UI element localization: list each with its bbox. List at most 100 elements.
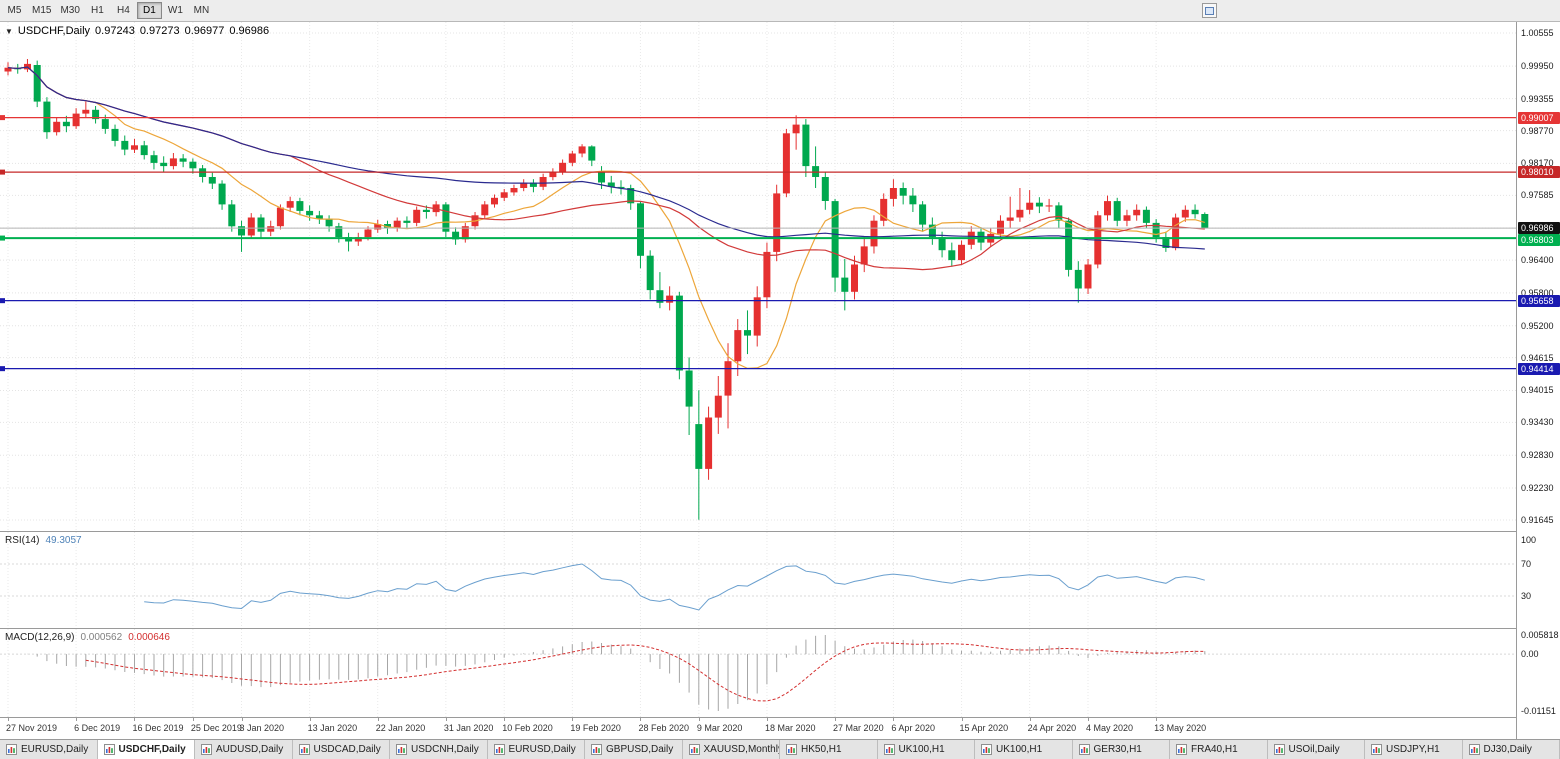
tab-label: FRA40,H1	[1191, 744, 1238, 755]
hline-price-badge[interactable]: 0.96803	[1518, 234, 1560, 247]
symbol-tab-usdjpy-h1[interactable]: USDJPY,H1	[1365, 740, 1463, 759]
symbol-tab-uk100-h1[interactable]: UK100,H1	[877, 740, 975, 759]
date-tick	[8, 718, 9, 721]
macd-axis-tick: 0.00	[1521, 649, 1539, 660]
symbol-tab-gbpusd-daily[interactable]: GBPUSD,Daily	[585, 740, 683, 759]
timeframe-button-w1[interactable]: W1	[167, 5, 183, 16]
rsi-name: RSI(14)	[5, 535, 40, 546]
panel-separator[interactable]	[0, 717, 1560, 718]
price-axis-tick: 0.99355	[1521, 93, 1554, 104]
tab-label: AUDUSD,Daily	[216, 744, 284, 755]
date-axis-label: 16 Dec 2019	[132, 723, 184, 733]
date-axis-label: 18 Mar 2020	[764, 723, 816, 733]
rsi-value: 49.3057	[45, 535, 82, 546]
symbol-tab-dj30-daily[interactable]: DJ30,Daily	[1462, 740, 1560, 759]
high-value: 0.97273	[139, 25, 180, 37]
tab-label: XAUUSD,Monthly	[703, 744, 780, 755]
price-chart[interactable]	[0, 22, 1516, 531]
date-axis-label: 19 Feb 2020	[570, 723, 621, 733]
chart-dropdown-icon[interactable]: ▼	[5, 26, 13, 36]
symbol-tab-usdcnh-daily[interactable]: USDCNH,Daily	[390, 740, 488, 759]
symbol-tab-uk100-h1[interactable]: UK100,H1	[975, 740, 1073, 759]
timeframe-button-mn[interactable]: MN	[193, 5, 210, 16]
tab-label: USDCAD,Daily	[313, 744, 381, 755]
price-axis-tick: 0.91645	[1521, 515, 1554, 525]
date-tick	[504, 718, 506, 721]
symbol-tab-eurusd-daily[interactable]: EURUSD,Daily	[0, 740, 98, 759]
tab-label: USDCNH,Daily	[411, 744, 479, 755]
date-tick	[640, 718, 642, 721]
date-axis-label: 22 Jan 2020	[375, 723, 426, 733]
price-axis-tick: 0.98170	[1521, 158, 1554, 169]
tab-label: EURUSD,Daily	[508, 744, 576, 755]
date-axis-label: 28 Feb 2020	[638, 723, 689, 733]
price-axis-tick: 0.96400	[1521, 255, 1554, 266]
date-axis-label: 13 May 2020	[1154, 723, 1207, 733]
symbol-tab-audusd-daily[interactable]: AUDUSD,Daily	[195, 740, 293, 759]
price-axis-tick: 0.99950	[1521, 61, 1554, 72]
hline-price-badge[interactable]: 0.98010	[1518, 166, 1560, 179]
chart-icon	[298, 744, 310, 755]
rsi-line	[144, 563, 1205, 611]
panel-separator[interactable]	[0, 531, 1560, 532]
date-axis[interactable]: 27 Nov 2019 6 Dec 2019 16 Dec 2019 25 Dec 2…	[0, 718, 1560, 739]
chart-icon	[1371, 744, 1382, 755]
price-axis-tick: 1.00555	[1521, 28, 1554, 38]
open-value: 0.97243	[95, 25, 135, 37]
tab-label: EURUSD,Daily	[21, 744, 89, 755]
symbol-tab-hk50-h1[interactable]: HK50,H1	[780, 740, 878, 759]
symbol-tab-usdchf-daily[interactable]: USDCHF,Daily	[97, 740, 195, 759]
current-price-badge[interactable]: 0.96986	[1518, 222, 1560, 235]
date-tick	[835, 718, 837, 721]
tab-label: UK100,H1	[898, 744, 945, 755]
date-tick	[893, 718, 895, 721]
moving-average-30	[7, 66, 1205, 271]
timeframe-button-m5[interactable]: M5	[7, 5, 22, 16]
price-axis[interactable]: 1.00555 0.99950 0.99355 0.98770 0.98170 0.975…	[1516, 22, 1560, 739]
date-axis-label: 9 Mar 2020	[696, 723, 743, 733]
symbol-tab-eurusd-daily[interactable]: EURUSD,Daily	[487, 740, 585, 759]
macd-axis-tick: 0.005818	[1521, 630, 1559, 640]
close-value: 0.96986	[229, 25, 270, 37]
symbol-tab-usoil-daily[interactable]: USOil,Daily	[1267, 740, 1365, 759]
candles-layer	[4, 59, 1209, 520]
chart-icon	[396, 744, 407, 755]
chart-icon	[201, 744, 212, 755]
tab-label: USDCHF,Daily	[118, 744, 186, 755]
symbol-tab-fra40-h1[interactable]: FRA40,H1	[1170, 740, 1268, 759]
symbol-tab-usdcad-daily[interactable]: USDCAD,Daily	[292, 740, 390, 759]
low-value: 0.96977	[184, 25, 225, 37]
symbol-tab-ger30-h1[interactable]: GER30,H1	[1072, 740, 1170, 759]
macd-axis-tick: -0.01151	[1521, 706, 1556, 716]
date-axis-label: 6 Apr 2020	[891, 723, 935, 733]
timeframe-button-d1[interactable]: D1	[136, 2, 162, 19]
date-tick	[572, 718, 574, 721]
date-tick	[961, 718, 963, 721]
macd-signal-value: 0.000646	[128, 632, 170, 643]
macd-panel[interactable]	[0, 629, 1516, 717]
tab-label: HK50,H1	[801, 744, 842, 755]
price-axis-tick: 0.98770	[1521, 125, 1554, 136]
date-tick	[377, 718, 379, 721]
window-control-icon[interactable]	[1202, 3, 1217, 18]
timeframe-button-m30[interactable]: M30	[60, 5, 80, 16]
panel-separator[interactable]	[0, 628, 1560, 629]
timeframe-button-h1[interactable]: H1	[91, 5, 104, 16]
hline-price-badge[interactable]: 0.95658	[1518, 294, 1560, 307]
date-tick	[134, 718, 136, 721]
tab-label: USOil,Daily	[1288, 744, 1340, 755]
chart-icon	[1078, 744, 1090, 755]
timeframe-button-h4[interactable]: H4	[117, 5, 130, 16]
price-axis-tick: 0.93430	[1521, 417, 1554, 428]
hline-price-badge[interactable]: 0.94414	[1518, 362, 1560, 375]
timeframe-button-m15[interactable]: M15	[32, 5, 52, 16]
price-axis-tick: 0.94015	[1521, 385, 1554, 396]
date-tick	[76, 718, 78, 721]
chart-icon	[786, 744, 797, 755]
date-axis-label: 4 May 2020	[1086, 723, 1134, 733]
rsi-panel[interactable]	[0, 532, 1516, 628]
chart-icon	[1176, 744, 1187, 755]
symbol-tab-xauusd-monthly[interactable]: XAUUSD,Monthly	[682, 740, 780, 759]
date-tick	[445, 718, 447, 721]
hline-price-badge[interactable]: 0.99007	[1518, 111, 1560, 124]
